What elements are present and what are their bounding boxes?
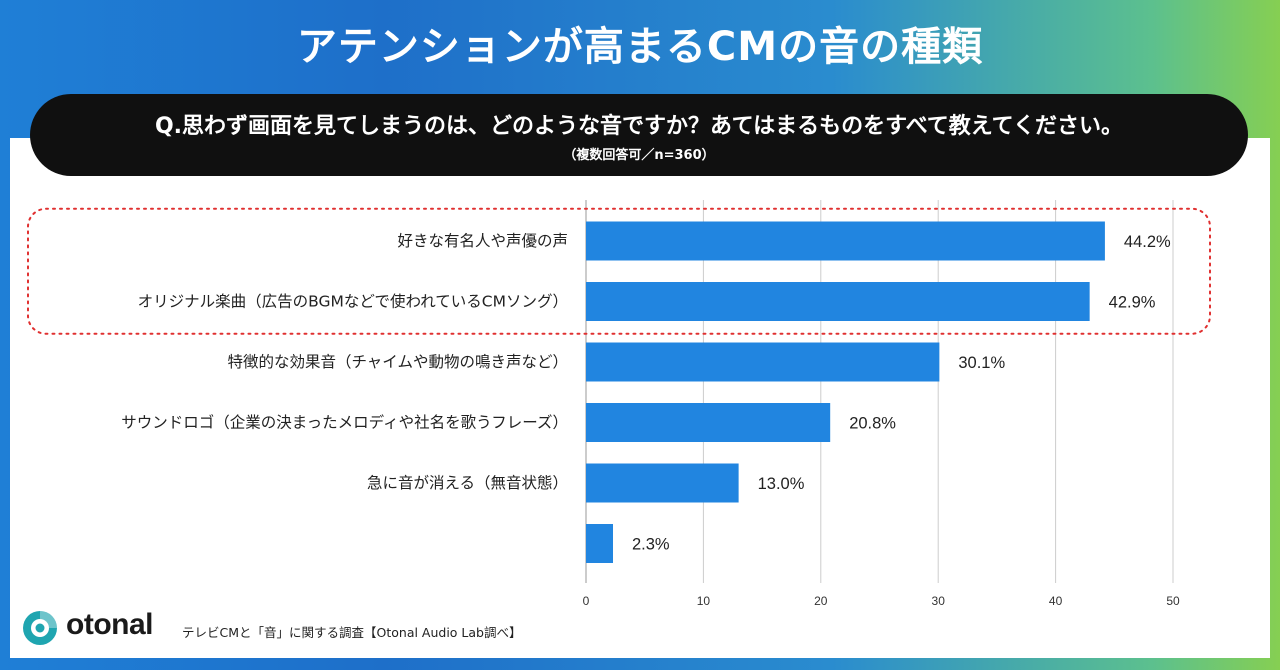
bar (586, 463, 739, 503)
category-label: 好きな有名人や声優の声 (397, 232, 568, 250)
otonal-logo-icon (23, 611, 57, 645)
bar (586, 403, 831, 442)
page-title: アテンションが高まるCMの音の種類 (296, 24, 984, 70)
value-label: 20.8% (849, 415, 896, 433)
value-label: 44.2% (1124, 233, 1171, 251)
x-tick-label: 40 (1049, 594, 1063, 608)
bar (586, 282, 1090, 321)
category-label: 急に音が消える（無音状態） (367, 474, 568, 492)
bar (586, 221, 1105, 261)
brand-name: otonal (66, 608, 154, 641)
x-tick-label: 30 (932, 594, 946, 608)
value-label: 2.3% (632, 536, 670, 554)
x-tick-label: 10 (697, 594, 711, 608)
category-label: 特徴的な効果音（チャイムや動物の鳴き声など） (227, 353, 568, 371)
source-note: テレビCMと「音」に関する調査【Otonal Audio Lab調べ】 (182, 625, 522, 640)
category-label: サウンドロゴ（企業の決まったメロディや社名を歌うフレーズ） (121, 413, 568, 432)
category-label: オリジナル楽曲（広告のBGMなどで使われているCMソング） (138, 293, 568, 311)
bar (586, 524, 614, 563)
x-tick-label: 50 (1166, 594, 1180, 608)
x-tick-label: 20 (814, 594, 828, 608)
question-sample-note: （複数回答可／n=360） (563, 148, 715, 163)
question-banner: Q.思わず画面を見てしまうのは、どのような音ですか？あてはまるものをすべて教えて… (30, 94, 1248, 176)
value-label: 42.9% (1109, 294, 1156, 312)
highlight-box (27, 207, 1211, 335)
x-tick-label: 0 (583, 594, 590, 608)
value-label: 30.1% (958, 354, 1005, 372)
bar (586, 342, 940, 382)
value-label: 13.0% (758, 475, 805, 493)
question-text: Q.思わず画面を見てしまうのは、どのような音ですか？あてはまるものをすべて教えて… (154, 114, 1123, 139)
